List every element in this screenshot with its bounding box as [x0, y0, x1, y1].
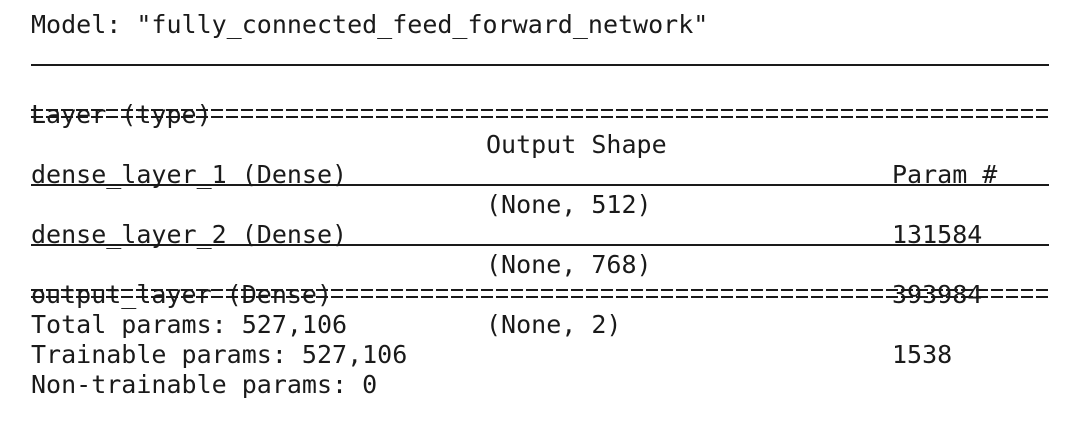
- footer-double-rule: [31, 289, 1049, 298]
- table-row: dense_layer_1 (Dense) (None, 512) 131584: [31, 130, 1049, 249]
- model-title: Model: "fully_connected_feed_forward_net…: [31, 10, 709, 39]
- row-output-shape: (None, 2): [486, 310, 622, 339]
- table-row: dense_layer_2 (Dense) (None, 768) 393984: [31, 190, 1049, 309]
- table-header-row: Layer (type) Output Shape Param #: [31, 70, 1049, 189]
- row-separator: [31, 244, 1049, 246]
- top-rule: [31, 64, 1049, 66]
- row-param-count: 1538: [892, 340, 953, 369]
- row-output-shape: (None, 512): [486, 190, 652, 219]
- trainable-params: Trainable params: 527,106: [31, 340, 408, 369]
- row-separator: [31, 184, 1049, 186]
- header-double-rule: [31, 109, 1049, 118]
- header-output-shape: Output Shape: [486, 130, 667, 159]
- row-output-shape: (None, 768): [486, 250, 652, 279]
- non-trainable-params: Non-trainable params: 0: [31, 370, 378, 399]
- total-params: Total params: 527,106: [31, 310, 348, 339]
- table-row: output_layer (Dense) (None, 2) 1538: [31, 250, 1049, 369]
